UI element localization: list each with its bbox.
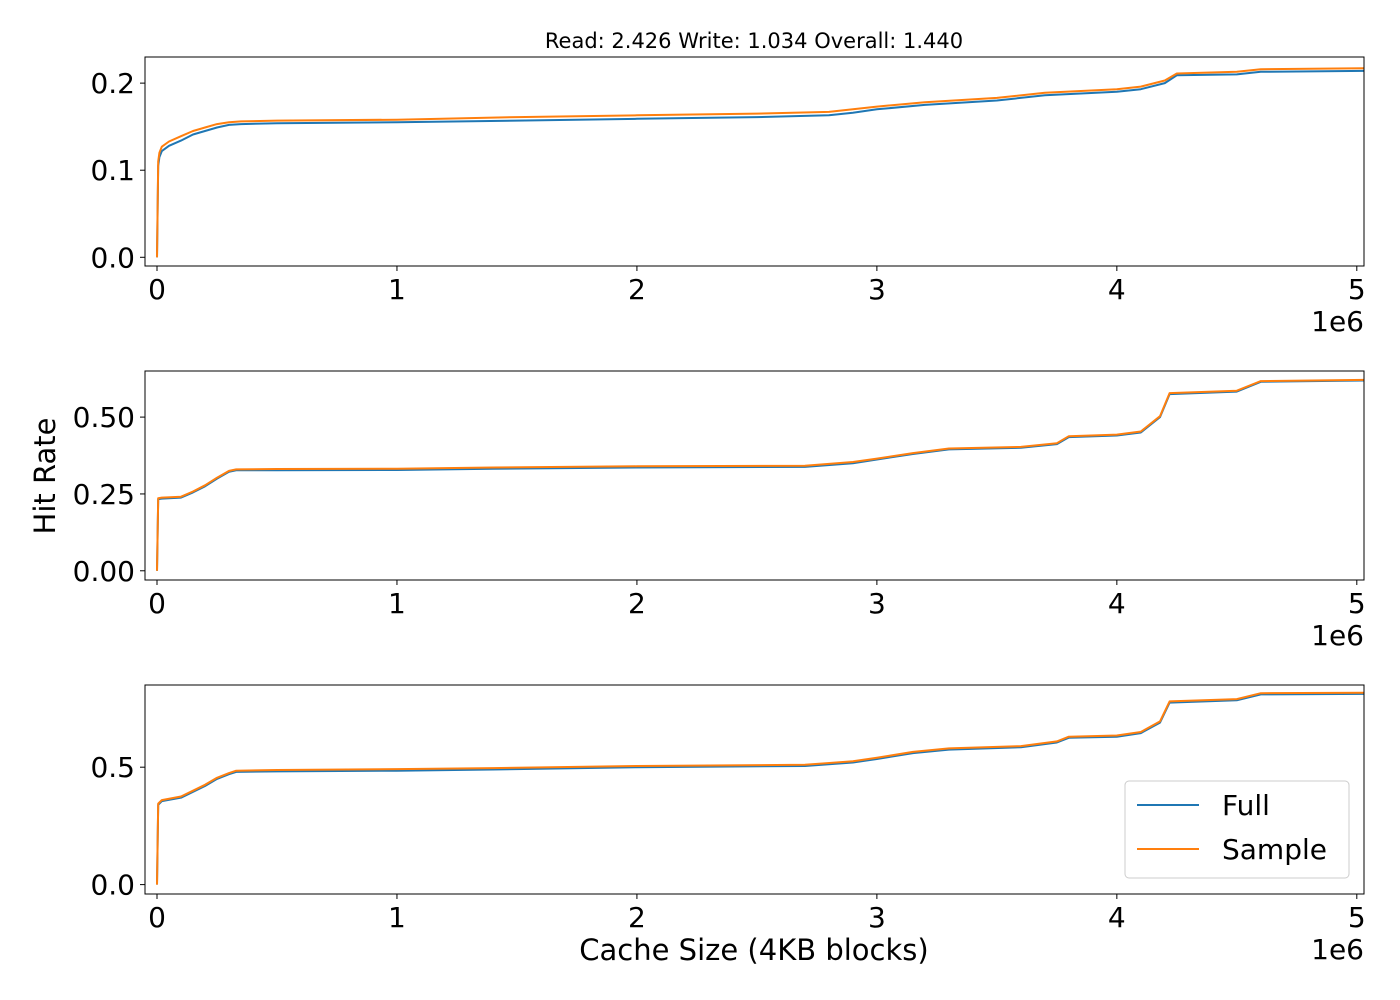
x-tick-label: 3	[868, 273, 886, 306]
series-line-full	[156, 379, 1364, 571]
y-tick-label: 0.1	[90, 154, 135, 187]
legend-label-full: Full	[1222, 789, 1270, 822]
x-tick-label: 1	[388, 273, 406, 306]
x-tick-label: 4	[1108, 273, 1126, 306]
series-line-full	[156, 69, 1364, 258]
x-tick-label: 2	[628, 587, 646, 620]
x-tick-label: 5	[1348, 273, 1366, 306]
y-tick-label: 0.0	[90, 241, 135, 274]
x-tick-label: 2	[628, 273, 646, 306]
x-tick-label: 4	[1108, 587, 1126, 620]
y-tick-label: 0.2	[90, 67, 135, 100]
series-line-sample	[156, 67, 1364, 258]
axes-frame	[144, 56, 1365, 267]
x-tick-label: 4	[1108, 901, 1126, 934]
x-tick-label: 1	[388, 901, 406, 934]
series-line-sample	[156, 691, 1364, 885]
y-axis-label: Hit Rate	[28, 418, 62, 535]
y-tick-label: 0.0	[90, 869, 135, 902]
x-offset-label: 1e6	[1311, 933, 1364, 966]
x-tick-label: 0	[148, 587, 166, 620]
x-axis-label: Cache Size (4KB blocks)	[579, 933, 928, 967]
legend-label-sample: Sample	[1222, 833, 1327, 866]
y-tick-label: 0.5	[90, 751, 135, 784]
x-tick-label: 5	[1348, 901, 1366, 934]
y-tick-label: 0.00	[73, 555, 135, 588]
x-tick-label: 0	[148, 901, 166, 934]
chart-title: Read: 2.426 Write: 1.034 Overall: 1.440	[545, 29, 963, 53]
x-tick-label: 2	[628, 901, 646, 934]
axes-frame	[144, 684, 1365, 895]
x-offset-label: 1e6	[1311, 305, 1364, 338]
y-tick-label: 0.50	[73, 401, 135, 434]
series-line-sample	[156, 378, 1364, 571]
legend: Full Sample	[1124, 780, 1350, 879]
x-tick-label: 5	[1348, 587, 1366, 620]
panel-top: Read: 2.426 Write: 1.034 Overall: 1.440 …	[90, 29, 1365, 338]
x-offset-label: 1e6	[1311, 619, 1364, 652]
x-tick-label: 0	[148, 273, 166, 306]
series-line-full	[156, 692, 1364, 885]
axes-frame	[144, 370, 1365, 581]
y-tick-label: 0.25	[73, 478, 135, 511]
x-tick-label: 3	[868, 587, 886, 620]
x-tick-label: 3	[868, 901, 886, 934]
x-tick-label: 1	[388, 587, 406, 620]
